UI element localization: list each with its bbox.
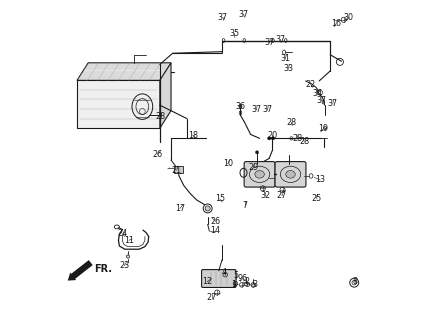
Text: 35: 35 [229, 29, 239, 38]
FancyArrow shape [67, 260, 93, 281]
Text: 26: 26 [210, 217, 220, 226]
Text: 16: 16 [331, 19, 341, 28]
Text: 9: 9 [238, 274, 243, 283]
Text: 36: 36 [235, 102, 246, 111]
Text: 23: 23 [119, 261, 129, 270]
Polygon shape [77, 80, 160, 128]
Text: 33: 33 [283, 64, 293, 73]
Text: 3: 3 [252, 280, 258, 289]
Ellipse shape [223, 272, 227, 277]
Ellipse shape [271, 137, 274, 140]
Text: 32: 32 [261, 191, 271, 200]
Text: 37: 37 [262, 105, 273, 114]
Ellipse shape [239, 105, 242, 108]
Text: 15: 15 [215, 194, 225, 204]
Ellipse shape [244, 283, 247, 286]
Ellipse shape [205, 206, 210, 211]
Text: 28: 28 [299, 137, 309, 146]
Text: 31: 31 [280, 54, 290, 63]
Text: 37: 37 [264, 38, 274, 47]
Polygon shape [77, 63, 171, 80]
Text: 4: 4 [222, 268, 227, 277]
FancyBboxPatch shape [244, 162, 275, 187]
Text: 30: 30 [344, 13, 354, 22]
Text: 37: 37 [275, 35, 285, 44]
Text: 14: 14 [210, 226, 220, 235]
Text: 29: 29 [248, 163, 258, 172]
Ellipse shape [127, 255, 130, 258]
Text: 28: 28 [286, 118, 297, 127]
Text: 28: 28 [156, 112, 166, 121]
Text: 5: 5 [233, 271, 238, 280]
Text: 12: 12 [202, 277, 212, 286]
Text: 21: 21 [172, 166, 182, 175]
Text: 28: 28 [293, 134, 303, 143]
Text: 26: 26 [153, 150, 163, 159]
Bar [174, 166, 183, 173]
Text: 2: 2 [244, 277, 250, 286]
Text: 17: 17 [175, 204, 185, 213]
Ellipse shape [255, 151, 259, 154]
Text: 11: 11 [124, 236, 134, 245]
Text: 10: 10 [223, 159, 233, 168]
Text: 1: 1 [232, 280, 237, 289]
Text: 18: 18 [188, 131, 198, 140]
Text: 27: 27 [206, 293, 217, 302]
Text: FR.: FR. [95, 264, 113, 274]
Ellipse shape [252, 284, 255, 287]
Text: 7: 7 [242, 201, 247, 210]
Text: 37: 37 [328, 99, 338, 108]
Text: 24: 24 [118, 229, 128, 238]
Text: 8: 8 [353, 277, 358, 286]
Polygon shape [160, 63, 171, 128]
Text: 37: 37 [238, 10, 249, 19]
Text: 34: 34 [312, 89, 322, 98]
Ellipse shape [286, 171, 295, 178]
Text: 25: 25 [312, 194, 322, 204]
Ellipse shape [268, 137, 271, 140]
Text: 37: 37 [218, 13, 228, 22]
Text: 19: 19 [318, 124, 329, 133]
Text: 6: 6 [241, 274, 246, 283]
Text: 13: 13 [315, 175, 325, 184]
Text: 22: 22 [305, 80, 316, 89]
FancyBboxPatch shape [275, 162, 306, 187]
Text: 37: 37 [317, 96, 327, 105]
Ellipse shape [255, 171, 264, 178]
Text: 27: 27 [277, 191, 287, 200]
Text: 37: 37 [251, 105, 262, 114]
FancyBboxPatch shape [202, 270, 236, 287]
Text: 20: 20 [267, 131, 278, 140]
